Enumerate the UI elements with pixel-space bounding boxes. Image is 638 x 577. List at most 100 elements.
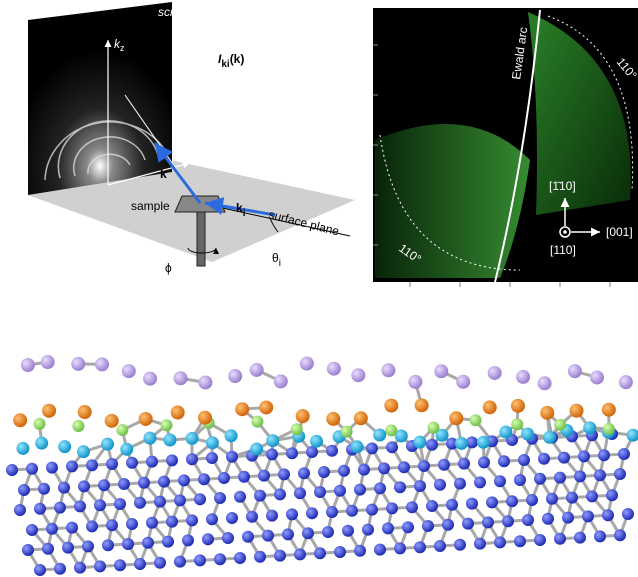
atom [583, 421, 596, 434]
atom [146, 517, 158, 529]
atom [250, 443, 263, 456]
atom [474, 476, 486, 488]
atom [498, 455, 510, 467]
atom [373, 428, 386, 441]
atom [143, 432, 156, 445]
atom [327, 362, 341, 376]
atom [306, 446, 318, 458]
phi-label: ϕ [165, 261, 172, 275]
ki-sub: i [243, 208, 246, 219]
atom [235, 402, 249, 416]
atom [174, 494, 186, 506]
atom [318, 466, 330, 478]
atom [22, 544, 34, 556]
screen-label: screen [158, 5, 194, 19]
atom [274, 550, 286, 562]
atom [382, 522, 394, 534]
atom [139, 412, 153, 426]
atom [434, 364, 448, 378]
atom [486, 496, 498, 508]
atom [354, 545, 366, 557]
axis-origin-dot [563, 230, 567, 234]
atom [198, 473, 210, 485]
atom [259, 400, 273, 414]
atom [538, 453, 550, 465]
atom [326, 412, 340, 426]
atom [226, 512, 238, 524]
atom [198, 411, 212, 425]
atom [474, 538, 486, 550]
atom [354, 484, 366, 496]
atom [18, 484, 30, 496]
atom [102, 539, 114, 551]
atom [522, 514, 534, 526]
atom [394, 542, 406, 554]
atom [627, 429, 638, 442]
atom [42, 543, 54, 555]
atom [590, 370, 604, 384]
screen [28, 2, 172, 195]
atom [114, 498, 126, 510]
atom [434, 479, 446, 491]
atom [116, 424, 128, 436]
atom [286, 508, 298, 520]
atom [258, 470, 270, 482]
atom [266, 434, 279, 447]
atom [78, 480, 90, 492]
atom [538, 376, 552, 390]
atom [42, 404, 56, 418]
atom [322, 526, 334, 538]
sample-label: sample [131, 199, 170, 213]
atom [178, 474, 190, 486]
atom [346, 505, 358, 517]
atom [334, 485, 346, 497]
atom [506, 495, 518, 507]
atom [454, 478, 466, 490]
atom [414, 480, 426, 492]
atom [426, 500, 438, 512]
atom [562, 512, 574, 524]
atom [326, 506, 338, 518]
atom [310, 435, 323, 448]
atom [262, 530, 274, 542]
atom [126, 518, 138, 530]
atom [250, 363, 264, 377]
atom [120, 443, 133, 456]
atom [34, 418, 46, 430]
atom [455, 437, 468, 450]
atom [71, 357, 85, 371]
atom [266, 510, 278, 522]
atom [161, 419, 173, 431]
atom [278, 468, 290, 480]
atom [26, 463, 38, 475]
atom [163, 434, 176, 447]
atom [494, 536, 506, 548]
atom [386, 441, 398, 453]
atom [186, 514, 198, 526]
atom [251, 416, 263, 428]
atom [106, 519, 118, 531]
atom [418, 460, 430, 472]
atom [228, 369, 242, 383]
atom [186, 453, 198, 465]
atom [342, 525, 354, 537]
atom [488, 366, 502, 380]
atom [374, 482, 386, 494]
atom [434, 540, 446, 552]
atom [98, 479, 110, 491]
atom [362, 524, 374, 536]
atom [234, 491, 246, 503]
atom [6, 464, 18, 476]
atom [222, 532, 234, 544]
atom [134, 558, 146, 570]
atom [402, 521, 414, 533]
atom [386, 502, 398, 514]
atom [374, 544, 386, 556]
atom [105, 414, 119, 428]
atom [66, 522, 78, 534]
atom [77, 445, 90, 458]
atom [26, 524, 38, 536]
atom [499, 426, 512, 439]
atom [171, 406, 185, 420]
dir-right: [001] [606, 225, 633, 239]
